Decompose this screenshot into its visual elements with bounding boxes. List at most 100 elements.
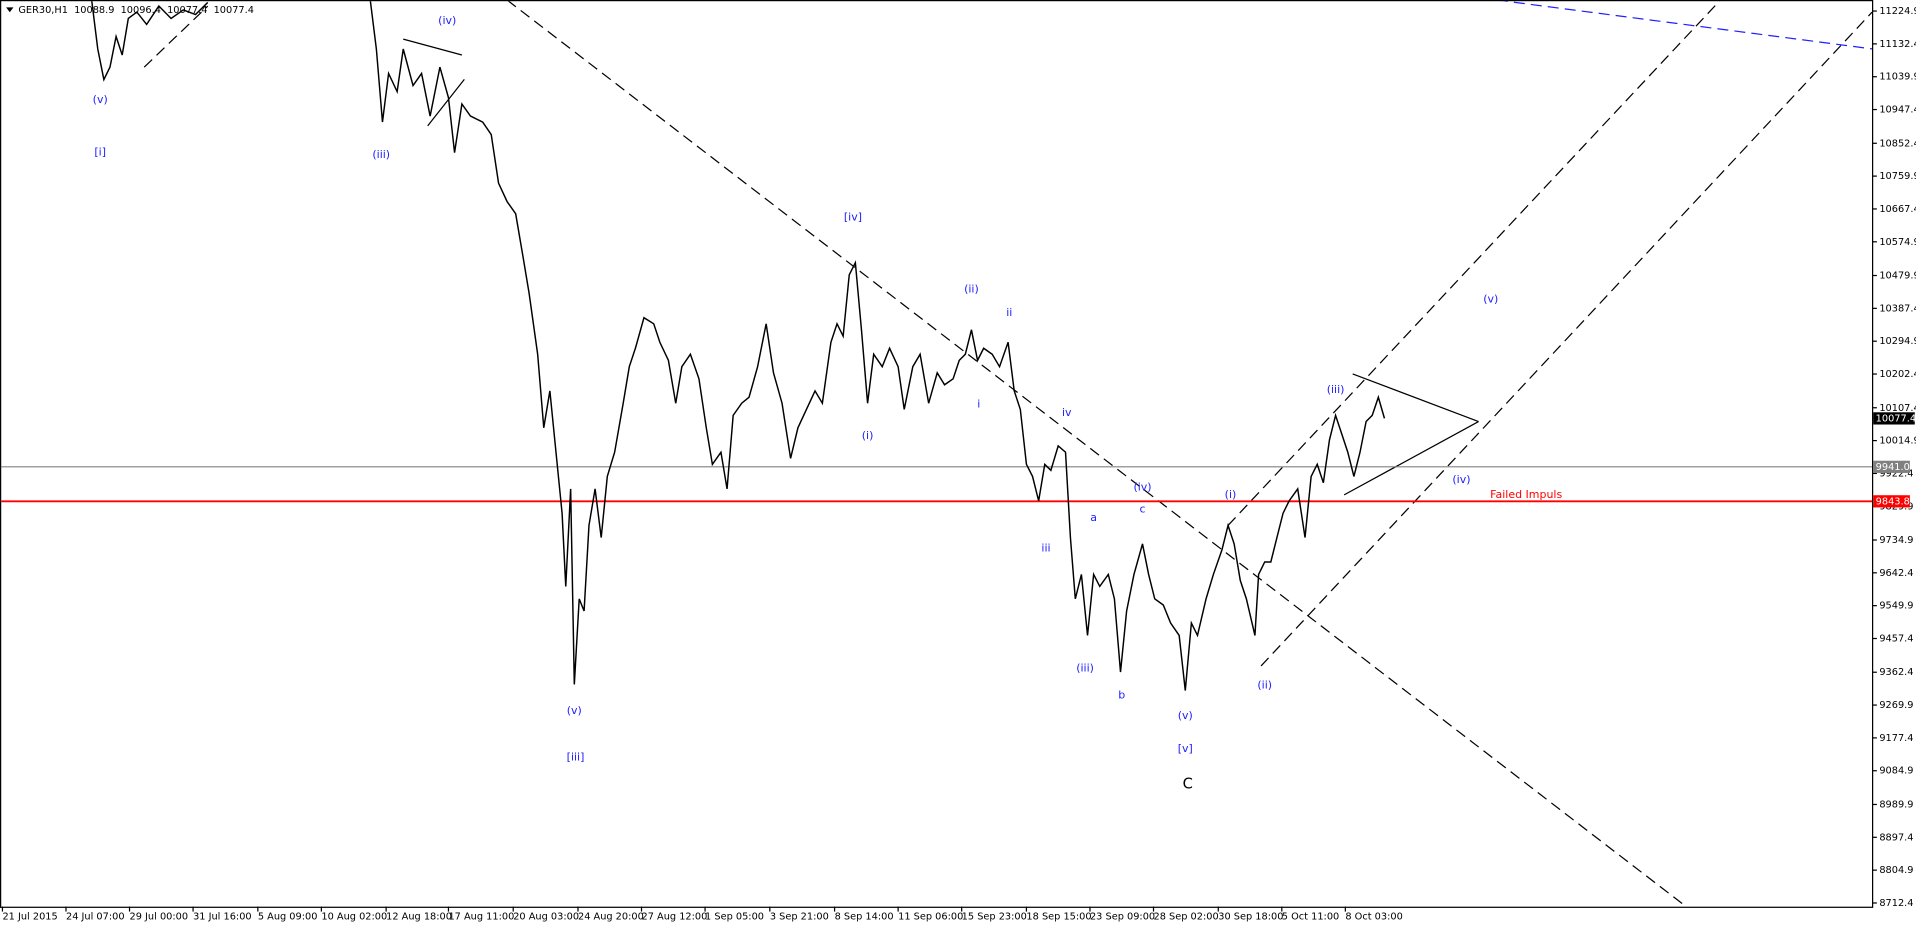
wave-label: (ii) bbox=[1257, 679, 1272, 692]
wave-label: (iii) bbox=[372, 148, 390, 161]
ohlc-value: 10096.4 bbox=[121, 5, 161, 16]
y-tick-label: 8804.9 bbox=[1879, 865, 1913, 876]
y-tick-label: 8897.4 bbox=[1879, 832, 1913, 843]
triangle-lower bbox=[427, 79, 465, 127]
wave-label: (iv) bbox=[438, 14, 456, 27]
wave-label: (iv) bbox=[1452, 473, 1470, 486]
trend-line bbox=[507, 1, 1687, 907]
x-tick-label: 8 Oct 03:00 bbox=[1345, 911, 1402, 922]
y-tick-label: 8712.4 bbox=[1879, 898, 1913, 909]
price-box bbox=[1873, 460, 1910, 473]
wave-label: iv bbox=[1062, 406, 1072, 419]
wave-label: c bbox=[1139, 503, 1145, 516]
chart-header: GER30,H1 10088.9 10096.4 10077.4 10077.4 bbox=[18, 5, 254, 16]
channel-lower bbox=[1260, 11, 1873, 667]
x-tick-label: 17 Aug 11:00 bbox=[448, 911, 514, 922]
y-tick-label: 10947.4 bbox=[1879, 105, 1916, 116]
channel-upper bbox=[1227, 1, 1721, 526]
ohlc-value: 10088.9 bbox=[74, 5, 114, 16]
x-tick-label: 23 Sep 09:00 bbox=[1090, 911, 1155, 922]
last-price-label: 10077.4 bbox=[1876, 413, 1916, 424]
last-price-box bbox=[1873, 412, 1915, 425]
wave-label: [iii] bbox=[567, 751, 585, 764]
x-tick-label: 28 Sep 02:00 bbox=[1154, 911, 1219, 922]
wave-label: a bbox=[1090, 511, 1097, 524]
wave-label: (i) bbox=[862, 429, 874, 442]
x-tick-label: 20 Aug 03:00 bbox=[513, 911, 579, 922]
y-tick-label: 11039.9 bbox=[1879, 72, 1916, 83]
y-tick-label: 9177.4 bbox=[1879, 733, 1913, 744]
price-label: 9941.0 bbox=[1876, 462, 1910, 473]
wave-label: (v) bbox=[1178, 709, 1193, 722]
y-tick-label: 10202.4 bbox=[1879, 369, 1916, 380]
triangle-upper bbox=[1352, 373, 1479, 423]
x-tick-label: 30 Sep 18:00 bbox=[1218, 911, 1283, 922]
plot-frame bbox=[0, 0, 1874, 908]
y-tick-label: 10852.4 bbox=[1879, 138, 1916, 149]
plot-area bbox=[1, 1, 1873, 907]
y-tick-label: 10294.9 bbox=[1879, 336, 1916, 347]
wave-label: b bbox=[1118, 688, 1125, 701]
wave-label: (v) bbox=[1483, 292, 1498, 305]
x-tick-label: 11 Sep 06:00 bbox=[898, 911, 963, 922]
x-tick-label: 24 Aug 20:00 bbox=[578, 911, 644, 922]
y-tick-label: 10479.9 bbox=[1879, 271, 1916, 282]
x-tick-label: 24 Jul 07:00 bbox=[66, 911, 125, 922]
wave-label: (iii) bbox=[1076, 661, 1094, 674]
wave-label: Failed Impuls bbox=[1490, 488, 1562, 501]
y-tick-label: 10107.4 bbox=[1879, 403, 1916, 414]
wave-label: (iv) bbox=[1133, 481, 1151, 494]
y-tick-label: 9084.9 bbox=[1879, 766, 1913, 777]
menu-arrow bbox=[6, 7, 14, 13]
x-tick-label: 1 Sep 05:00 bbox=[705, 911, 764, 922]
y-tick-label: 9549.9 bbox=[1879, 601, 1913, 612]
x-tick-label: 21 Jul 2015 bbox=[2, 911, 57, 922]
x-tick-label: 15 Sep 23:00 bbox=[962, 911, 1027, 922]
y-tick-label: 8989.9 bbox=[1879, 799, 1913, 810]
wave-label: (v) bbox=[93, 93, 108, 106]
y-tick-label: 10759.9 bbox=[1879, 171, 1916, 182]
symbol: GER30,H1 bbox=[18, 5, 68, 16]
blue-trend-line bbox=[1501, 1, 1873, 50]
wave-label: (i) bbox=[1225, 488, 1237, 501]
price-label: 9843.8 bbox=[1876, 496, 1910, 507]
wave-label: [v] bbox=[1178, 742, 1193, 755]
wave-label: iii bbox=[1041, 542, 1050, 555]
y-tick-label: 9642.4 bbox=[1879, 568, 1913, 579]
y-tick-label: 9457.4 bbox=[1879, 634, 1913, 645]
y-tick-label: 10574.9 bbox=[1879, 237, 1916, 248]
x-tick-label: 8 Sep 14:00 bbox=[835, 911, 894, 922]
y-tick-label: 9734.9 bbox=[1879, 535, 1913, 546]
x-tick-label: 3 Sep 21:00 bbox=[770, 911, 829, 922]
x-tick-label: 5 Oct 11:00 bbox=[1282, 911, 1339, 922]
y-tick-label: 9922.4 bbox=[1879, 468, 1913, 479]
y-tick-label: 10387.4 bbox=[1879, 303, 1916, 314]
x-tick-label: 5 Aug 09:00 bbox=[258, 911, 318, 922]
x-tick-label: 31 Jul 16:00 bbox=[193, 911, 252, 922]
y-tick-label: 9269.9 bbox=[1879, 700, 1913, 711]
y-tick-label: 9362.4 bbox=[1879, 667, 1913, 678]
wave-label: ii bbox=[1006, 306, 1012, 319]
wave-label: i bbox=[977, 397, 980, 410]
ohlc-value: 10077.4 bbox=[214, 5, 254, 16]
wave-label: (iii) bbox=[1327, 383, 1345, 396]
wave-label: [i] bbox=[94, 146, 106, 159]
price-line-series bbox=[91, 1, 1386, 691]
wave-label: (ii) bbox=[964, 283, 979, 296]
wedge-line bbox=[143, 5, 209, 68]
y-tick-label: 10014.9 bbox=[1879, 436, 1916, 447]
x-tick-label: 12 Aug 18:00 bbox=[386, 911, 452, 922]
y-tick-label: 11224.9 bbox=[1879, 6, 1916, 17]
x-tick-label: 27 Aug 12:00 bbox=[642, 911, 708, 922]
y-tick-label: 10667.4 bbox=[1879, 204, 1916, 215]
x-tick-label: 10 Aug 02:00 bbox=[321, 911, 387, 922]
triangle-lower bbox=[1343, 421, 1479, 496]
ohlc-value: 10077.4 bbox=[167, 5, 207, 16]
x-tick-label: 18 Sep 15:00 bbox=[1026, 911, 1091, 922]
wave-label: C bbox=[1183, 775, 1193, 792]
x-tick-label: 29 Jul 00:00 bbox=[130, 911, 189, 922]
y-tick-label: 11132.4 bbox=[1879, 39, 1916, 50]
wave-label: [iv] bbox=[844, 211, 862, 224]
wave-label: (v) bbox=[567, 704, 582, 717]
